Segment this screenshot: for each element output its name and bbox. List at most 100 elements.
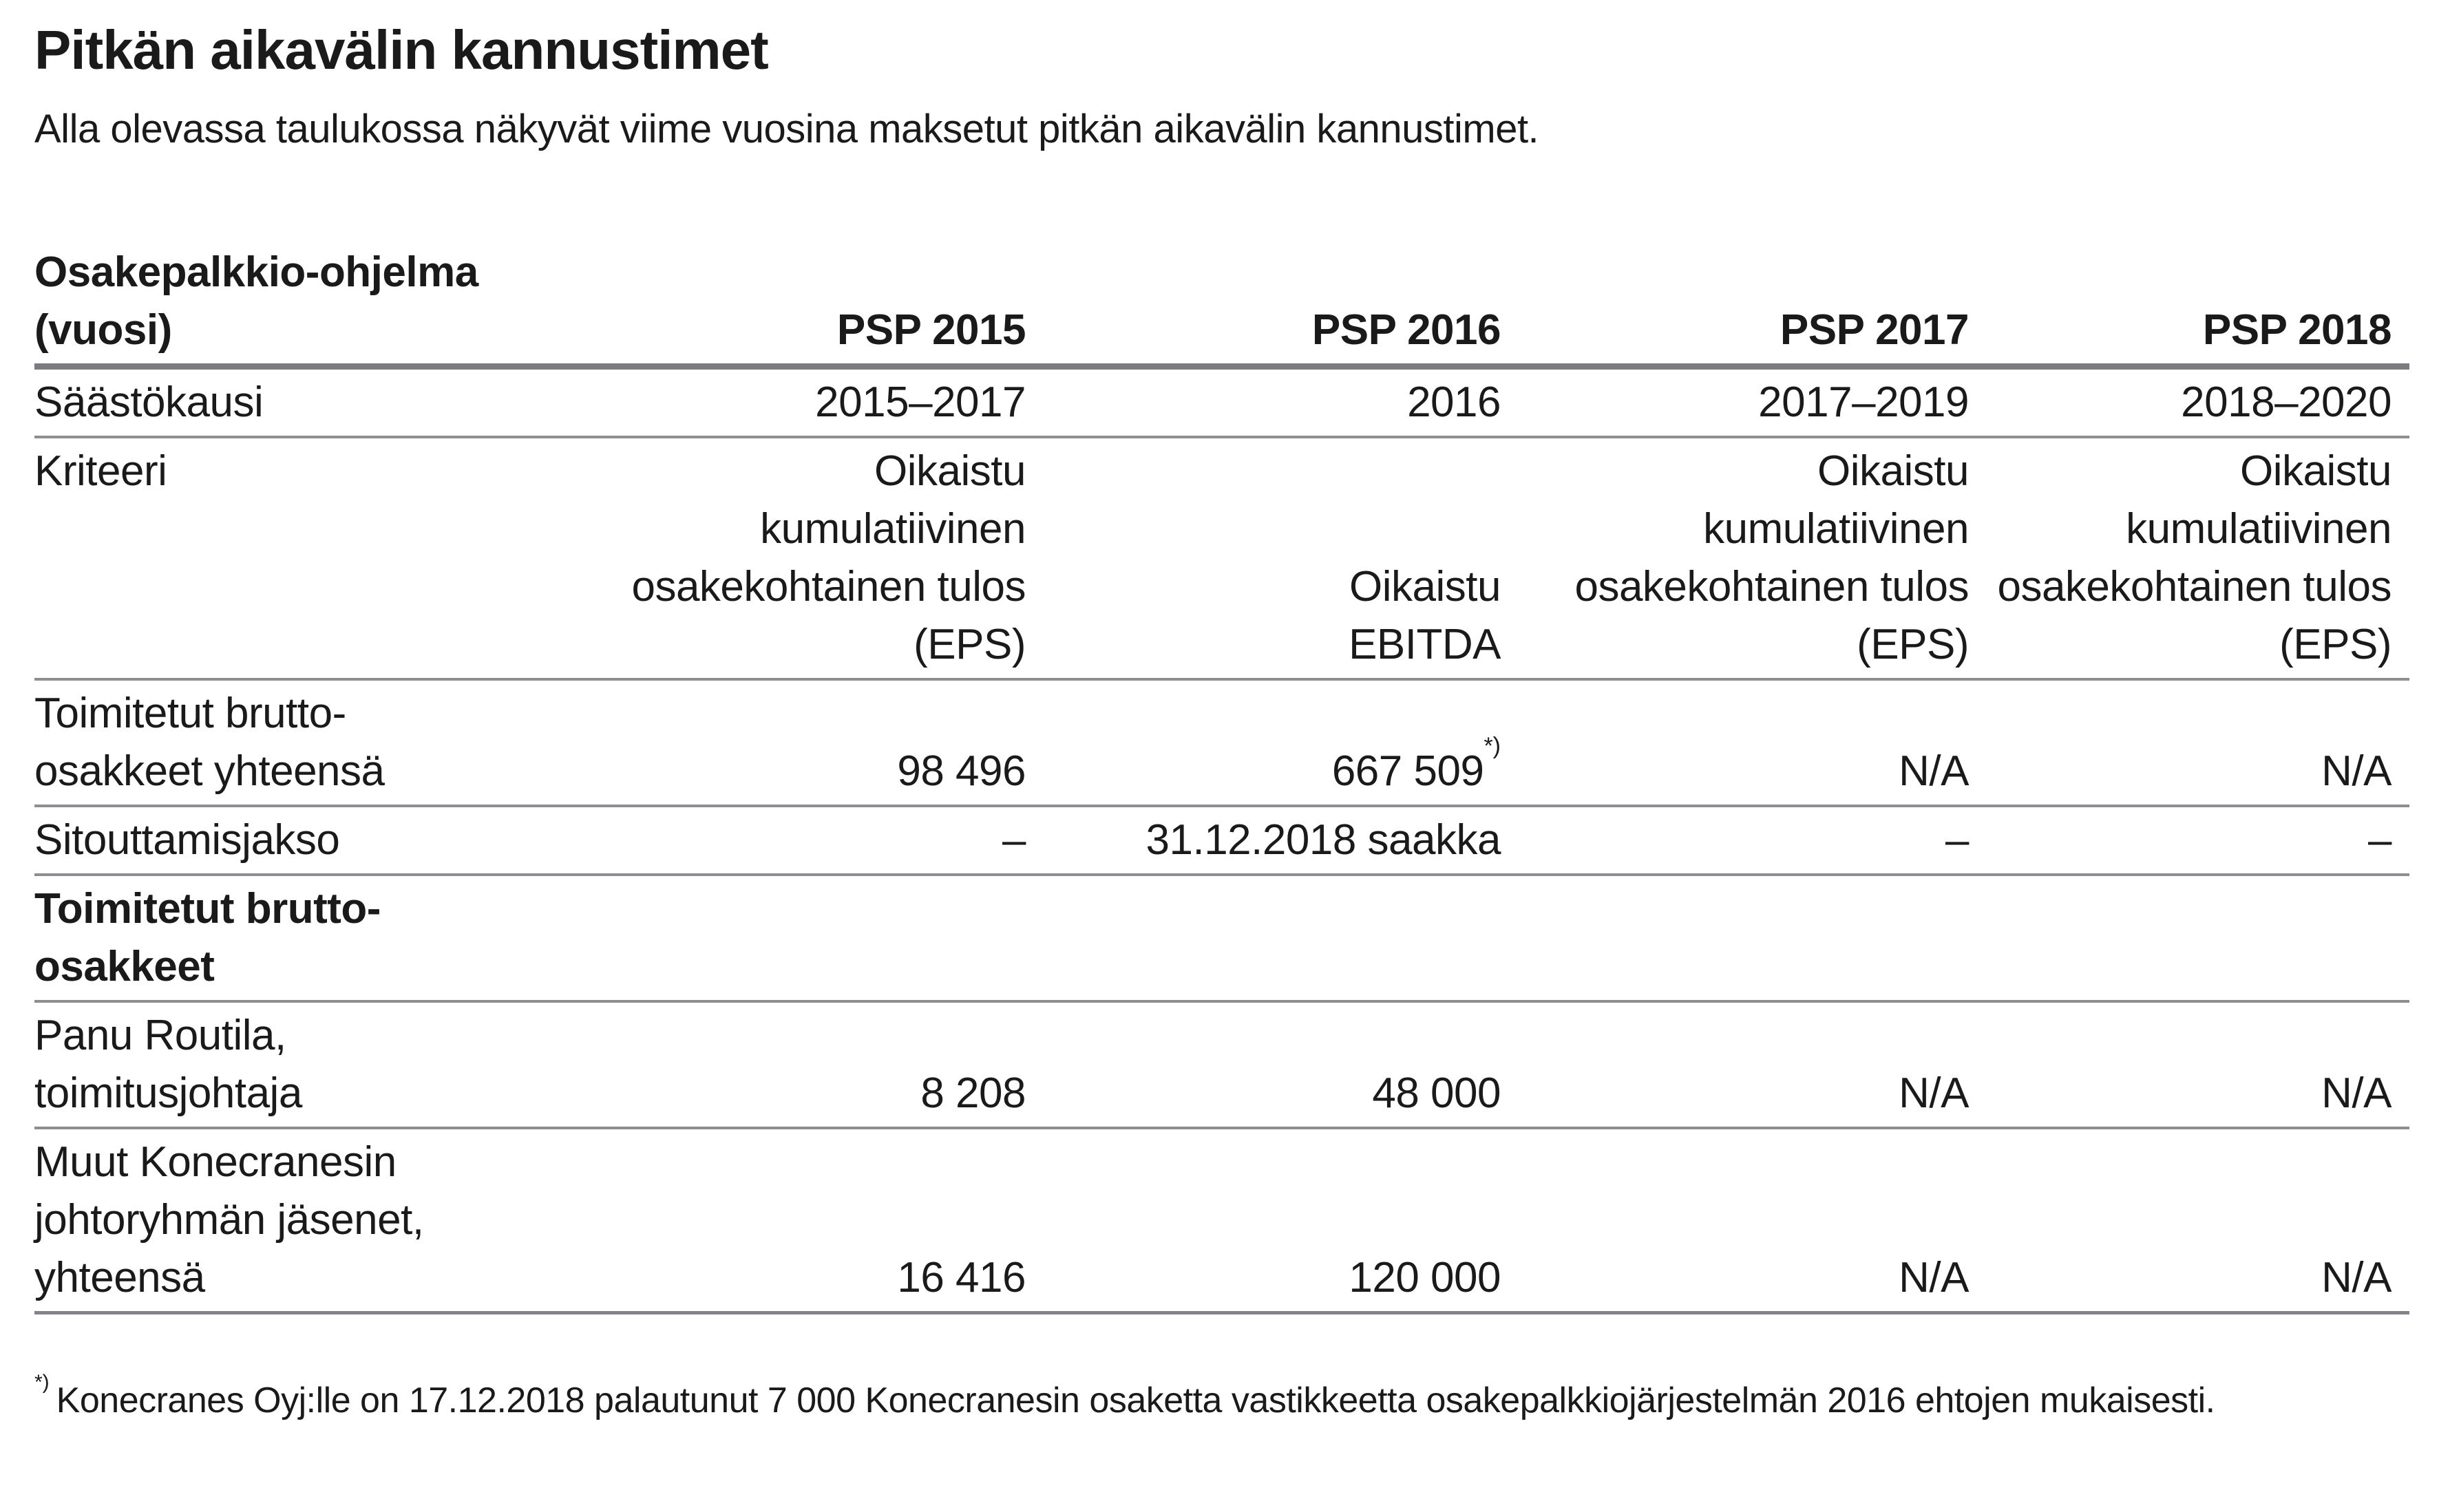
column-header-program-year: Osakepalkkio-ohjelma (vuosi) <box>34 239 620 367</box>
row-label-line: osakkeet yhteensä <box>34 747 385 796</box>
cell-toimitetut-brutto-osakkeet-yhteensa-psp-2015: 98 496 <box>620 679 1026 806</box>
column-header-program-line1: Osakepalkkio-ohjelma <box>34 248 478 297</box>
row-label-toimitetut-brutto-osakkeet-yhteensa: Toimitetut brutto-osakkeet yhteensä <box>34 679 620 806</box>
table-header-row: Osakepalkkio-ohjelma (vuosi) PSP 2015 PS… <box>34 239 2409 367</box>
table-row-sitouttamisjakso: Sitouttamisjakso – 31.12.2018 saakka – – <box>34 806 2409 875</box>
table-row-toimitetut-brutto-osakkeet-yhteensa: Toimitetut brutto-osakkeet yhteensä 98 49… <box>34 679 2409 807</box>
cell-value-line: 667 509*) <box>1331 733 1501 796</box>
row-label-toimitetut-brutto-osakkeet-section: Toimitetut brutto-osakkeet <box>34 875 620 1001</box>
footnote-text: Konecranes Oyj:lle on 17.12.2018 palautu… <box>56 1381 2215 1421</box>
row-label-line: Toimitetut brutto- <box>34 885 381 933</box>
cell-panu-routila-toimitusjohtaja-psp-2015: 8 208 <box>620 1001 1026 1128</box>
cell-value-line: 8 208 <box>920 1069 1026 1118</box>
cell-value-line: 2017–2019 <box>1758 379 1969 427</box>
row-label-line: Kriteeri <box>34 447 167 496</box>
table-row-saastokausi: Säästökausi 2015–2017 2016 2017–2019 2018–20… <box>34 367 2409 438</box>
cell-value-line: Oikaistu <box>1817 447 1969 496</box>
cell-value-line: – <box>1002 816 1026 864</box>
row-label-line: Sitouttamisjakso <box>34 816 340 864</box>
row-label-line: Toimitetut brutto- <box>34 690 346 738</box>
cell-value-line: 98 496 <box>897 747 1026 796</box>
cell-saastokausi-psp-2017: 2017–2019 <box>1501 367 1969 438</box>
cell-value-line: – <box>1945 816 1969 864</box>
page-title: Pitkän aikavälin kannustimet <box>34 19 769 81</box>
cell-panu-routila-toimitusjohtaja-psp-2018: N/A <box>1969 1001 2409 1128</box>
row-label-kriteeri: Kriteeri <box>34 437 620 679</box>
cell-panu-routila-toimitusjohtaja-psp-2016: 48 000 <box>1026 1001 1501 1128</box>
cell-toimitetut-brutto-osakkeet-yhteensa-psp-2018: N/A <box>1969 679 2409 806</box>
cell-value-line: 2015–2017 <box>815 379 1026 427</box>
cell-toimitetut-brutto-osakkeet-section-psp-2018 <box>1969 875 2409 1001</box>
cell-kriteeri-psp-2017: Oikaistu kumulatiivinen osakekohtainen tul… <box>1501 437 1969 679</box>
cell-value-line: 16 416 <box>897 1254 1026 1302</box>
cell-saastokausi-psp-2015: 2015–2017 <box>620 367 1026 438</box>
footnote-marker: *) <box>34 1370 50 1394</box>
cell-value-line: N/A <box>1899 747 1969 796</box>
row-label-line: toimitusjohtaja <box>34 1069 302 1118</box>
cell-muut-konecranesin-johtoryhman-jasenet-psp-2016: 120 000 <box>1026 1128 1501 1313</box>
column-header-psp-2015: PSP 2015 <box>836 306 1026 354</box>
cell-value-line: Oikaistu <box>2240 447 2392 496</box>
document-page: Pitkän aikavälin kannustimet Alla olevas… <box>34 19 2409 1425</box>
row-label-muut-konecranesin-johtoryhman-jasenet: Muut Konecranesin johtoryhmän jäsenet, yht… <box>34 1128 620 1313</box>
cell-value-line: Oikaistu <box>1349 563 1501 611</box>
page-subtitle: Alla olevassa taulukossa näkyvät viime v… <box>34 106 1539 151</box>
cell-value-line: kumulatiivinen <box>2126 505 2392 553</box>
cell-panu-routila-toimitusjohtaja-psp-2017: N/A <box>1501 1001 1969 1128</box>
cell-toimitetut-brutto-osakkeet-yhteensa-psp-2017: N/A <box>1501 679 1969 806</box>
cell-value-line: osakekohtainen tulos <box>631 563 1026 611</box>
row-label-saastokausi: Säästökausi <box>34 367 620 438</box>
cell-value-line: 31.12.2018 saakka <box>1145 816 1501 864</box>
column-header-program-line2: (vuosi) <box>34 306 172 354</box>
cell-muut-konecranesin-johtoryhman-jasenet-psp-2017: N/A <box>1501 1128 1969 1313</box>
row-label-line: Muut Konecranesin <box>34 1138 397 1186</box>
column-header-psp-2018: PSP 2018 <box>2202 306 2392 354</box>
cell-value-line: N/A <box>1899 1254 1969 1302</box>
row-label-sitouttamisjakso: Sitouttamisjakso <box>34 806 620 875</box>
cell-saastokausi-psp-2018: 2018–2020 <box>1969 367 2409 438</box>
cell-value-line: (EPS) <box>1857 621 1969 669</box>
cell-value-line: (EPS) <box>914 621 1026 669</box>
cell-value-line: EBITDA <box>1349 621 1501 669</box>
cell-kriteeri-psp-2016: Oikaistu EBITDA <box>1026 437 1501 679</box>
incentives-table-body: Säästökausi 2015–2017 2016 2017–2019 2018–20… <box>34 367 2409 1313</box>
row-label-line: osakkeet <box>34 943 215 991</box>
cell-toimitetut-brutto-osakkeet-section-psp-2017 <box>1501 875 1969 1001</box>
cell-value-line: N/A <box>2321 747 2392 796</box>
cell-kriteeri-psp-2018: Oikaistu kumulatiivinen osakekohtainen tul… <box>1969 437 2409 679</box>
row-label-line: johtoryhmän jäsenet, <box>34 1196 424 1244</box>
cell-toimitetut-brutto-osakkeet-section-psp-2015 <box>620 875 1026 1001</box>
table-row-muut-konecranesin-johtoryhman-jasenet: Muut Konecranesin johtoryhmän jäsenet, yht… <box>34 1128 2409 1313</box>
cell-value-line: 48 000 <box>1372 1069 1501 1118</box>
row-label-line: yhteensä <box>34 1254 205 1302</box>
cell-value-line: 120 000 <box>1349 1254 1501 1302</box>
cell-value-line: osakekohtainen tulos <box>1997 563 2392 611</box>
cell-value-line: – <box>2368 816 2392 864</box>
cell-toimitetut-brutto-osakkeet-yhteensa-psp-2016: 667 509*) <box>1026 679 1501 806</box>
cell-toimitetut-brutto-osakkeet-section-psp-2016 <box>1026 875 1501 1001</box>
table-row-panu-routila-toimitusjohtaja: Panu Routila, toimitusjohtaja 8 208 48 000 N… <box>34 1001 2409 1129</box>
cell-value-line: (EPS) <box>2279 621 2392 669</box>
row-label-line: Panu Routila, <box>34 1012 286 1060</box>
table-row-kriteeri: Kriteeri Oikaistu kumulatiivinen osakekohta… <box>34 437 2409 680</box>
cell-sitouttamisjakso-psp-2017: – <box>1501 806 1969 875</box>
cell-value-line: N/A <box>1899 1069 1969 1118</box>
column-header-psp-2016: PSP 2016 <box>1311 306 1501 354</box>
footnote-reference-marker: *) <box>1484 733 1501 760</box>
cell-muut-konecranesin-johtoryhman-jasenet-psp-2015: 16 416 <box>620 1128 1026 1313</box>
cell-value-line: N/A <box>2321 1254 2392 1302</box>
cell-sitouttamisjakso-psp-2018: – <box>1969 806 2409 875</box>
column-header-psp-2017: PSP 2017 <box>1780 306 1970 354</box>
cell-value-line: Oikaistu <box>874 447 1026 496</box>
cell-value-line: kumulatiivinen <box>760 505 1026 553</box>
row-label-panu-routila-toimitusjohtaja: Panu Routila, toimitusjohtaja <box>34 1001 620 1128</box>
table-row-toimitetut-brutto-osakkeet-section: Toimitetut brutto-osakkeet <box>34 875 2409 1002</box>
cell-saastokausi-psp-2016: 2016 <box>1026 367 1501 438</box>
cell-value-line: 2018–2020 <box>2181 379 2392 427</box>
cell-kriteeri-psp-2015: Oikaistu kumulatiivinen osakekohtainen tul… <box>620 437 1026 679</box>
footnote: *) Konecranes Oyj:lle on 17.12.2018 palau… <box>34 1372 2408 1425</box>
incentives-table: Osakepalkkio-ohjelma (vuosi) PSP 2015 PS… <box>34 239 2409 1314</box>
cell-value-line: 2016 <box>1407 379 1501 427</box>
cell-value-line: N/A <box>2321 1069 2392 1118</box>
cell-muut-konecranesin-johtoryhman-jasenet-psp-2018: N/A <box>1969 1128 2409 1313</box>
